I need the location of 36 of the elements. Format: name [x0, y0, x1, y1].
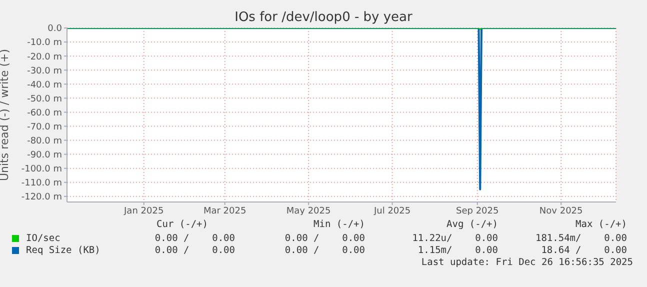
y-tick-label: -30.0 m	[27, 66, 62, 76]
y-tick-label: -100.0 m	[21, 164, 62, 175]
legend-label: IO/sec	[25, 233, 60, 244]
x-tick-label: Jan 2025	[123, 206, 164, 216]
y-tick-label: -70.0 m	[27, 122, 62, 132]
text: Avg (-/+)	[446, 219, 498, 230]
text: 11.22u/ 0.00	[412, 233, 498, 244]
x-tick-label: Sep 2025	[456, 206, 499, 216]
x-tick-label: Mar 2025	[203, 206, 246, 216]
text: 0.00 / 0.00	[154, 245, 235, 256]
text: Min (-/+)	[314, 219, 365, 230]
x-tick-label: Jul 2025	[372, 206, 411, 216]
y-tick-label: 0.0	[48, 24, 62, 34]
text: 1.15m/ 0.00	[418, 245, 498, 256]
text: Max (-/+)	[576, 219, 627, 230]
text: 181.54m/ 0.00	[535, 233, 627, 244]
text: 0.00 / 0.00	[284, 233, 365, 244]
text: 18.64 / 0.00	[541, 245, 627, 256]
y-tick-label: -80.0 m	[27, 136, 62, 146]
y-tick-label: -10.0 m	[27, 38, 62, 48]
chart-title: IOs for /dev/loop0 - by year	[234, 10, 414, 25]
x-tick-label: May 2025	[286, 206, 331, 216]
y-tick-label: -50.0 m	[27, 94, 62, 104]
y-tick-label: -110.0 m	[21, 178, 62, 189]
y-tick-label: -90.0 m	[27, 150, 62, 160]
y-tick-label: -120.0 m	[21, 192, 62, 203]
text: 0.00 / 0.00	[154, 233, 235, 244]
y-tick-label: -60.0 m	[27, 108, 62, 118]
text: Cur (-/+)	[156, 219, 208, 230]
y-tick-label: -20.0 m	[27, 52, 62, 62]
y-tick-label: -40.0 m	[27, 80, 62, 90]
x-tick-label: Nov 2025	[539, 206, 583, 216]
legend-label: Req Size (KB)	[25, 245, 100, 256]
text: Last update: Fri Dec 26 16:56:35 2025	[421, 257, 633, 268]
y-axis-title: Units read (-) / write (+)	[0, 48, 11, 182]
text: 0.00 / 0.00	[284, 245, 365, 256]
